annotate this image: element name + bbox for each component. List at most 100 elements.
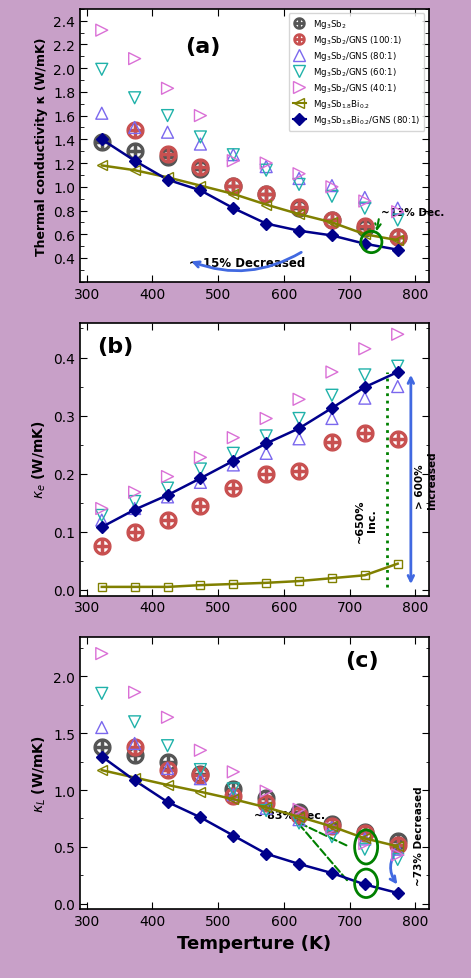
Point: [164, 125, 171, 141]
Point: [229, 179, 237, 195]
Point: [361, 341, 369, 357]
Point: [262, 428, 270, 444]
Point: [295, 201, 303, 217]
Point: [328, 822, 336, 837]
Point: [229, 446, 237, 462]
Point: [295, 802, 303, 818]
Point: [197, 109, 204, 124]
Point: [98, 501, 106, 516]
Point: [131, 685, 138, 700]
Point: [98, 646, 106, 662]
Point: [394, 327, 401, 342]
Point: [361, 219, 369, 235]
Point: [262, 446, 270, 462]
Point: [197, 450, 204, 466]
Point: [262, 803, 270, 819]
Text: ~73% Decreased: ~73% Decreased: [414, 786, 424, 885]
Point: [295, 200, 303, 215]
Point: [394, 852, 401, 867]
Point: [328, 820, 336, 835]
Point: [262, 156, 270, 172]
Point: [361, 194, 369, 209]
Point: [328, 817, 336, 832]
Point: [131, 524, 138, 540]
Point: [98, 107, 106, 122]
Point: [197, 475, 204, 491]
Point: [164, 147, 171, 162]
Point: [328, 180, 336, 196]
Point: [295, 804, 303, 820]
Point: [262, 411, 270, 426]
Point: [262, 795, 270, 811]
Y-axis label: $\kappa_e$ (W/mK): $\kappa_e$ (W/mK): [30, 421, 48, 499]
Point: [295, 808, 303, 823]
Point: [131, 501, 138, 516]
Point: [98, 539, 106, 555]
Point: [295, 816, 303, 831]
Point: [262, 467, 270, 482]
Point: [98, 135, 106, 151]
Point: [394, 431, 401, 447]
Point: [98, 63, 106, 78]
Point: [394, 230, 401, 245]
Point: [328, 179, 336, 195]
Point: [164, 754, 171, 770]
Point: [164, 481, 171, 497]
Point: [164, 81, 171, 97]
Point: [164, 469, 171, 485]
Point: [295, 464, 303, 479]
Point: [328, 434, 336, 450]
Point: [295, 177, 303, 193]
Point: [98, 686, 106, 701]
Point: [131, 714, 138, 730]
Point: [328, 213, 336, 229]
Point: [229, 148, 237, 163]
Point: [197, 137, 204, 153]
Point: [229, 788, 237, 804]
Y-axis label: Thermal conductivity κ (W/mK): Thermal conductivity κ (W/mK): [34, 37, 48, 255]
Point: [197, 771, 204, 786]
Legend: Mg$_3$Sb$_2$, Mg$_3$Sb$_2$/GNS (100:1), Mg$_3$Sb$_2$/GNS (80:1), Mg$_3$Sb$_2$/GN: Mg$_3$Sb$_2$, Mg$_3$Sb$_2$/GNS (100:1), …: [289, 14, 424, 132]
Point: [262, 187, 270, 202]
Point: [131, 739, 138, 755]
Point: [98, 509, 106, 524]
Point: [131, 91, 138, 107]
Text: ~650%
Inc.: ~650% Inc.: [355, 499, 377, 542]
Text: (a): (a): [185, 37, 220, 57]
Point: [164, 761, 171, 777]
Point: [361, 368, 369, 383]
Point: [295, 171, 303, 187]
Point: [394, 213, 401, 229]
Point: [229, 787, 237, 803]
Point: [361, 841, 369, 857]
Point: [262, 163, 270, 179]
Point: [229, 148, 237, 163]
Point: [197, 767, 204, 782]
Point: [164, 762, 171, 778]
Text: ~ 83% Dec.: ~ 83% Dec.: [254, 811, 325, 821]
Point: [328, 190, 336, 205]
Point: [295, 392, 303, 408]
Point: [394, 847, 401, 863]
Point: [164, 109, 171, 124]
Point: [98, 512, 106, 528]
Y-axis label: $\kappa_L$ (W/mK): $\kappa_L$ (W/mK): [30, 734, 48, 812]
Point: [131, 120, 138, 136]
Point: [262, 801, 270, 817]
Point: [229, 781, 237, 797]
Point: [98, 23, 106, 39]
Point: [262, 790, 270, 806]
Point: [394, 359, 401, 375]
Point: [361, 824, 369, 840]
Point: [262, 187, 270, 202]
Point: [361, 831, 369, 847]
Point: [98, 720, 106, 735]
Point: [328, 388, 336, 404]
Point: [295, 431, 303, 447]
Point: [229, 481, 237, 497]
Point: [361, 221, 369, 237]
Point: [361, 391, 369, 407]
Point: [361, 836, 369, 852]
Point: [229, 154, 237, 169]
Point: [394, 201, 401, 217]
